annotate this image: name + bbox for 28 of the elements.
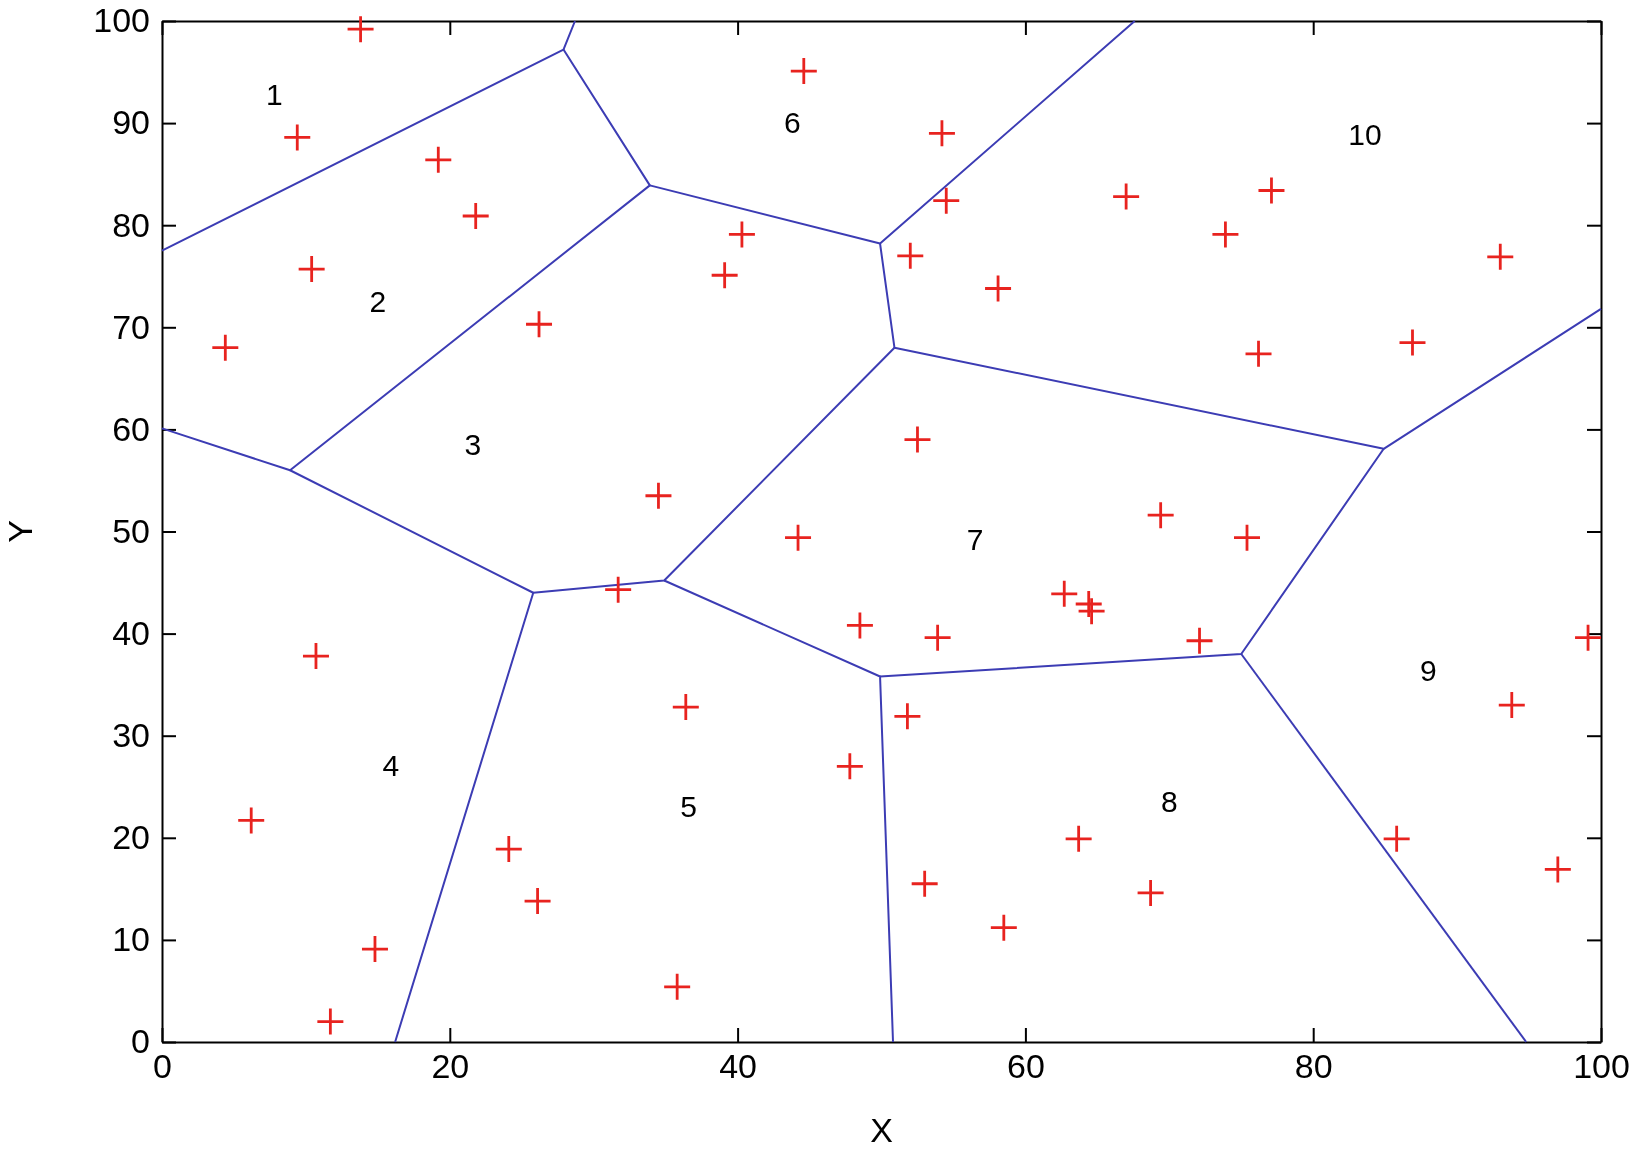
annotation: 1 [265,78,283,112]
y-tick-label: 50 [112,511,150,550]
x-tick-label: 100 [1573,1047,1630,1086]
y-tick-label: 20 [112,818,150,857]
annotation: 5 [680,790,698,824]
annotation: 10 [1348,118,1382,152]
x-tick-label: 20 [431,1047,470,1086]
y-tick-label: 0 [131,1022,150,1061]
annotation: 8 [1160,785,1178,819]
annotation: 4 [382,749,400,783]
y-tick-label: 40 [112,613,150,652]
y-tick-label: 80 [112,205,150,244]
x-tick-label: 80 [1294,1047,1333,1086]
y-tick-label: 60 [112,409,150,448]
y-tick-label: 100 [93,1,150,40]
annotation: 2 [369,284,387,318]
x-tick-label: 60 [1006,1047,1045,1086]
y-tick-label: 90 [112,103,150,142]
y-tick-label: 70 [112,307,150,346]
annotation: 3 [464,427,482,461]
annotation: 7 [966,522,984,556]
annotation: 9 [1419,654,1437,688]
x-tick-label: 40 [719,1047,758,1086]
y-tick-label: 10 [112,920,150,959]
x-axis-title: X [870,1111,893,1149]
y-axis-title: Y [1,520,39,543]
y-tick-label: 30 [112,716,150,755]
annotation: 6 [783,106,801,140]
